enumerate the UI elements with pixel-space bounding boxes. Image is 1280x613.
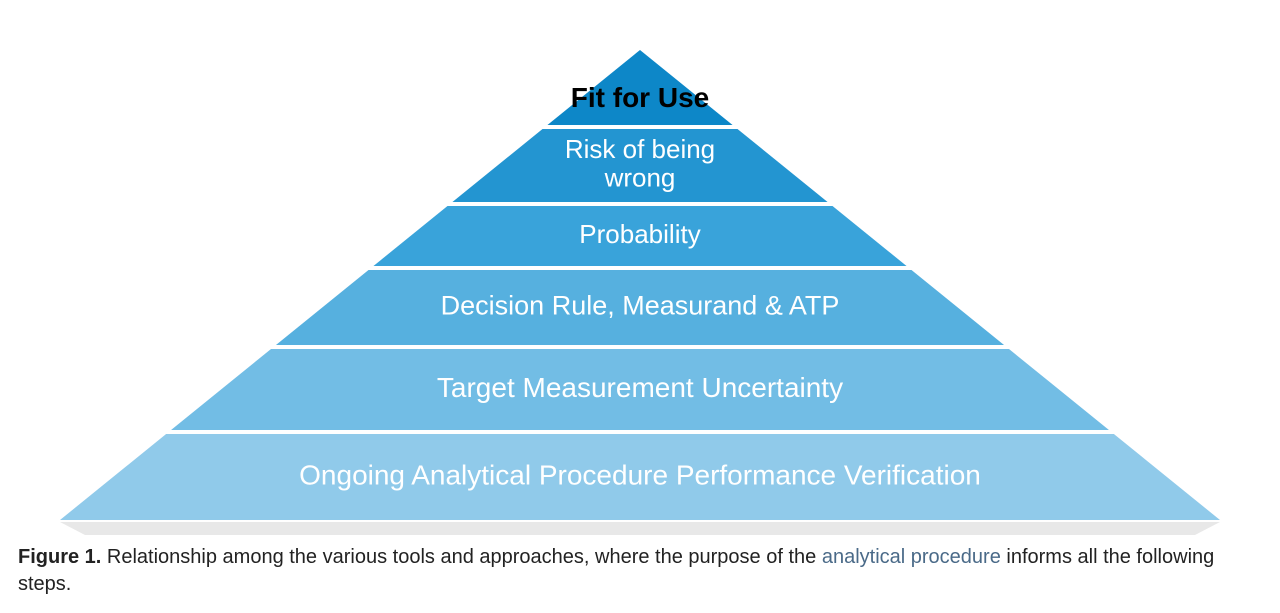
pyramid-level-3-label: Decision Rule, Measurand & ATP — [441, 291, 840, 321]
pyramid-apex-label: Fit for Use — [0, 82, 1280, 114]
pyramid-svg: Risk of beingwrong Probability Decision Ru… — [30, 40, 1250, 540]
caption-bold-prefix: Figure 1. — [18, 546, 101, 568]
caption-link[interactable]: analytical procedure — [822, 546, 1001, 568]
figure-caption: Figure 1. Relationship among the various… — [0, 540, 1280, 598]
pyramid-level-5-label: Ongoing Analytical Procedure Performance… — [299, 459, 981, 490]
pyramid-container: Risk of beingwrong Probability Decision Ru… — [0, 0, 1280, 540]
pyramid-level-4-label: Target Measurement Uncertainty — [437, 372, 843, 403]
caption-text-before: Relationship among the various tools and… — [101, 546, 821, 568]
pyramid-level-1-label: wrong — [604, 163, 676, 193]
pyramid-level-2-label: Probability — [579, 219, 700, 249]
pyramid-level-1-label: Risk of being — [565, 134, 715, 164]
